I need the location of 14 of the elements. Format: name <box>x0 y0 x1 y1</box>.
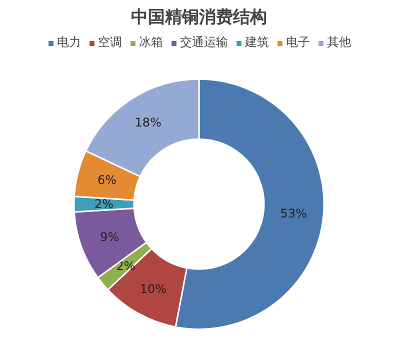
legend-label: 电子 <box>286 34 310 51</box>
legend-label: 其他 <box>327 34 351 51</box>
legend-label: 建筑 <box>245 34 269 51</box>
data-label: 9% <box>100 230 120 244</box>
data-label: 53% <box>280 206 307 220</box>
chart-title: 中国精铜消费结构 <box>131 8 267 28</box>
legend-label: 冰箱 <box>139 34 163 51</box>
data-label: 2% <box>94 197 114 212</box>
legend-label: 空调 <box>98 34 122 51</box>
legend-label: 交通运输 <box>180 34 228 51</box>
data-label: 10% <box>140 282 167 296</box>
legend-label: 电力 <box>57 34 81 51</box>
data-label: 18% <box>134 116 162 130</box>
data-label: 6% <box>97 173 117 188</box>
